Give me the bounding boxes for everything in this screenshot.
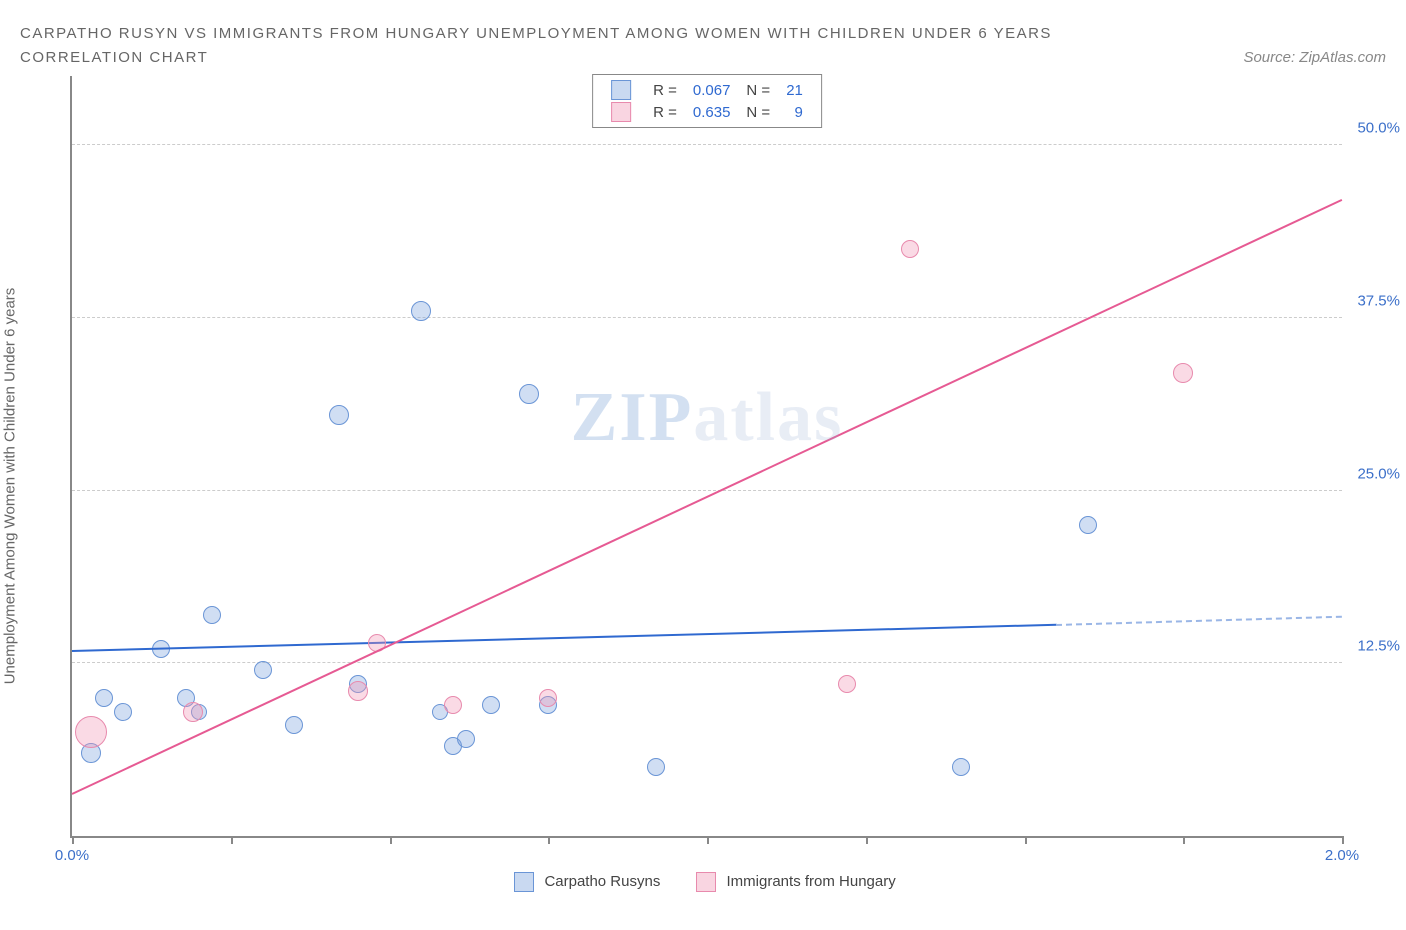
trend-line-blue [72, 624, 1056, 652]
y-tick-label: 50.0% [1357, 120, 1400, 137]
data-point [647, 758, 665, 776]
legend-series-label: Carpatho Rusyns [544, 873, 660, 890]
watermark: ZIPatlas [571, 378, 844, 458]
data-point [254, 661, 272, 679]
plot-area: ZIPatlas R =0.067N =21R =0.635N =9 12.5%… [70, 76, 1342, 838]
y-axis-label: Unemployment Among Women with Children U… [2, 288, 19, 685]
x-tick-label: 2.0% [1325, 847, 1359, 864]
legend-n-label: N = [738, 79, 778, 101]
data-point [901, 240, 919, 258]
legend-n-value: 9 [778, 101, 811, 123]
data-point [75, 716, 107, 748]
data-point [457, 730, 475, 748]
data-point [444, 696, 462, 714]
legend-series-item: Carpatho Rusyns [514, 873, 660, 890]
data-point [519, 384, 539, 404]
trend-line-pink [72, 198, 1343, 794]
gridline [72, 490, 1342, 491]
x-tick [231, 836, 233, 844]
gridline [72, 144, 1342, 145]
x-tick [1183, 836, 1185, 844]
gridline [72, 317, 1342, 318]
legend-swatch [514, 872, 534, 892]
data-point [285, 716, 303, 734]
data-point [203, 606, 221, 624]
x-tick-label: 0.0% [55, 847, 89, 864]
trend-line-blue-dash [1056, 616, 1342, 626]
legend-r-label: R = [645, 101, 685, 123]
chart-subtitle: CORRELATION CHART [20, 49, 1052, 66]
x-tick [390, 836, 392, 844]
legend-r-value: 0.067 [685, 79, 739, 101]
legend-series-item: Immigrants from Hungary [696, 873, 895, 890]
legend-r-label: R = [645, 79, 685, 101]
y-tick-label: 25.0% [1357, 465, 1400, 482]
x-tick [1025, 836, 1027, 844]
x-tick [1342, 836, 1344, 844]
data-point [329, 405, 349, 425]
y-tick-label: 12.5% [1357, 638, 1400, 655]
legend-n-value: 21 [778, 79, 811, 101]
x-tick [72, 836, 74, 844]
data-point [348, 681, 368, 701]
data-point [482, 696, 500, 714]
legend-stats: R =0.067N =21R =0.635N =9 [592, 74, 822, 128]
data-point [838, 675, 856, 693]
data-point [95, 689, 113, 707]
legend-stat-row: R =0.635N =9 [603, 101, 811, 123]
x-tick [866, 836, 868, 844]
legend-swatch [611, 102, 631, 122]
data-point [114, 703, 132, 721]
legend-series-label: Immigrants from Hungary [727, 873, 896, 890]
legend-swatch [696, 872, 716, 892]
data-point [1173, 363, 1193, 383]
data-point [1079, 516, 1097, 534]
data-point [183, 702, 203, 722]
legend-n-label: N = [738, 101, 778, 123]
legend-series: Carpatho Rusyns Immigrants from Hungary [70, 872, 1340, 892]
legend-stat-row: R =0.067N =21 [603, 79, 811, 101]
correlation-chart: Unemployment Among Women with Children U… [20, 76, 1386, 896]
data-point [411, 301, 431, 321]
chart-title: CARPATHO RUSYN VS IMMIGRANTS FROM HUNGAR… [20, 20, 1052, 47]
data-point [539, 689, 557, 707]
source-attribution: Source: ZipAtlas.com [1243, 49, 1386, 66]
y-tick-label: 37.5% [1357, 292, 1400, 309]
legend-swatch [611, 80, 631, 100]
x-tick [707, 836, 709, 844]
legend-r-value: 0.635 [685, 101, 739, 123]
data-point [952, 758, 970, 776]
x-tick [548, 836, 550, 844]
